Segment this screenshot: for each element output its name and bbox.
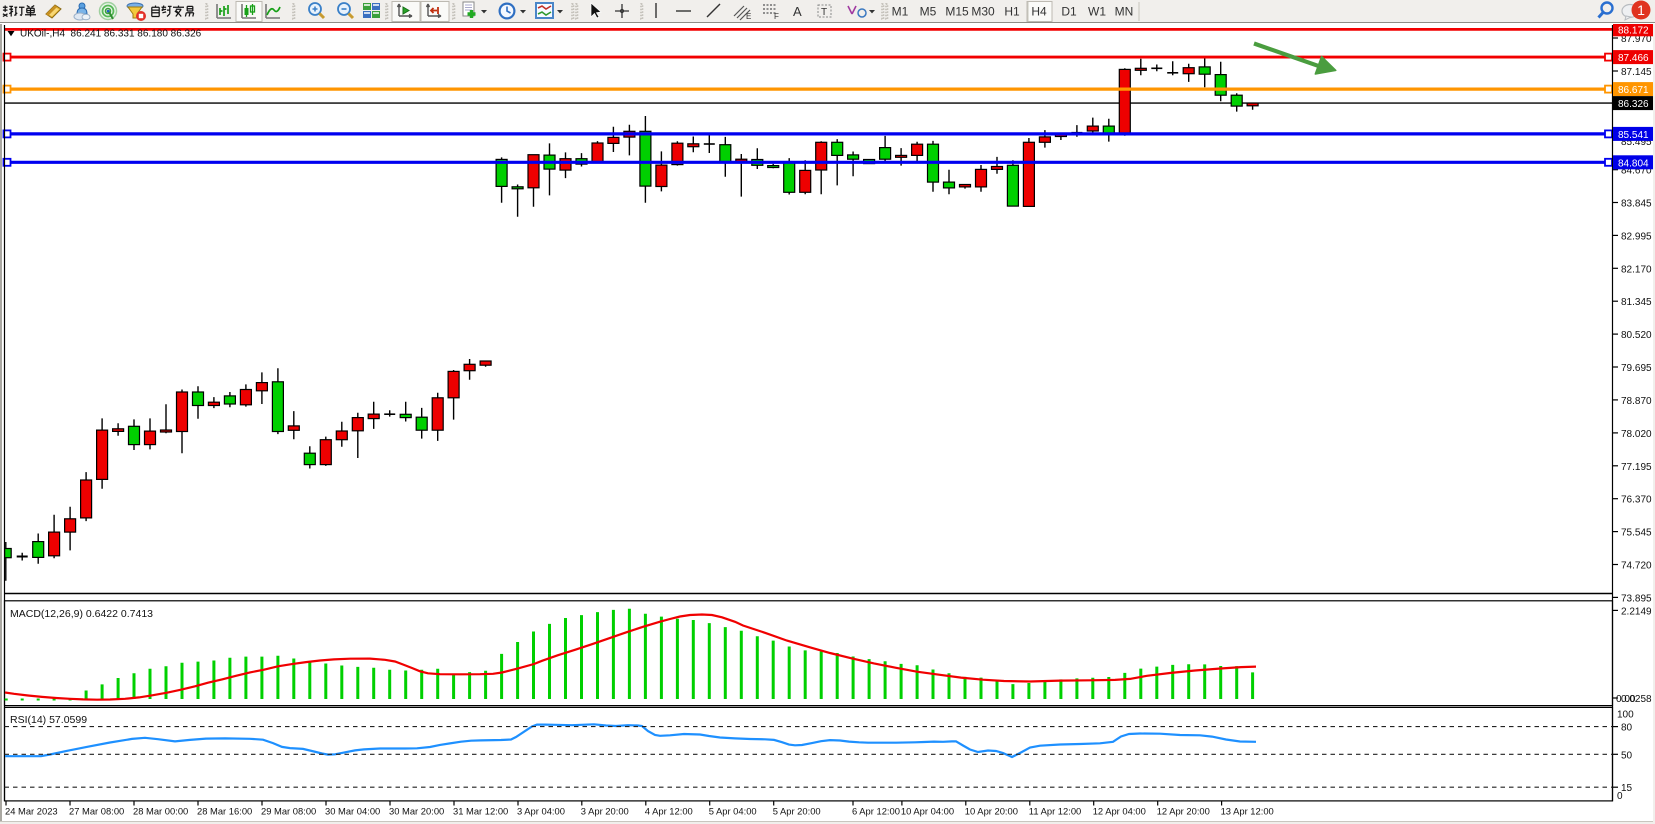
svg-text:F: F [774,12,779,21]
svg-text:0: 0 [1617,791,1623,802]
svg-text:87.970: 87.970 [1621,34,1652,45]
svg-text:30 Mar 04:00: 30 Mar 04:00 [325,806,380,817]
svg-text:10 Apr 20:00: 10 Apr 20:00 [965,806,1018,817]
svg-text:100: 100 [1617,710,1634,721]
svg-text:D1: D1 [1061,5,1077,19]
svg-text:11 Apr 12:00: 11 Apr 12:00 [1029,806,1081,817]
svg-text:74.720: 74.720 [1621,561,1652,572]
svg-text:3 Apr 20:00: 3 Apr 20:00 [581,806,629,817]
svg-text:84.804: 84.804 [1618,158,1649,169]
svg-text:12 Apr 20:00: 12 Apr 20:00 [1157,806,1210,817]
svg-text:87.466: 87.466 [1618,53,1649,64]
svg-text:77.195: 77.195 [1621,462,1652,473]
svg-text:84.670: 84.670 [1621,166,1652,177]
svg-text:80.520: 80.520 [1621,330,1652,341]
svg-text:3 Apr 04:00: 3 Apr 04:00 [517,806,565,817]
svg-text:MN: MN [1115,5,1134,19]
svg-text:H4: H4 [1031,5,1047,19]
svg-text:E: E [746,12,751,21]
svg-text:73.895: 73.895 [1621,593,1652,604]
svg-text:1: 1 [1637,2,1645,18]
svg-text:87.145: 87.145 [1621,67,1652,78]
svg-text:86.671: 86.671 [1618,85,1649,96]
svg-text:76.370: 76.370 [1621,495,1652,506]
svg-text:5 Apr 04:00: 5 Apr 04:00 [709,806,757,817]
svg-text:75.545: 75.545 [1621,528,1652,539]
svg-text:10 Apr 04:00: 10 Apr 04:00 [901,806,954,817]
svg-text:85.541: 85.541 [1618,130,1649,141]
svg-text:28 Mar 16:00: 28 Mar 16:00 [197,806,252,817]
svg-text:13 Apr 12:00: 13 Apr 12:00 [1221,806,1274,817]
svg-text:W1: W1 [1088,5,1106,19]
svg-text:MACD(12,26,9) 0.6422 0.7413: MACD(12,26,9) 0.6422 0.7413 [10,608,153,620]
svg-text:78.020: 78.020 [1621,429,1652,440]
svg-text:M30: M30 [971,5,995,19]
svg-text:31 Mar 12:00: 31 Mar 12:00 [453,806,508,817]
svg-text:81.345: 81.345 [1621,297,1652,308]
svg-text:80: 80 [1621,723,1633,734]
svg-text:88.172: 88.172 [1618,25,1649,36]
svg-text:0.00: 0.00 [1616,694,1636,705]
svg-text:82.995: 82.995 [1621,231,1652,242]
svg-text:UKOil-,H4 86.241 86.331 86.18: UKOil-,H4 86.241 86.331 86.180 86.326 [20,29,202,40]
svg-text:78.870: 78.870 [1621,396,1652,407]
svg-text:82.170: 82.170 [1621,264,1652,275]
svg-text:27 Mar 08:00: 27 Mar 08:00 [69,806,124,817]
svg-text:RSI(14) 57.0599: RSI(14) 57.0599 [10,714,87,726]
svg-text:4 Apr 12:00: 4 Apr 12:00 [645,806,693,817]
svg-text:6 Apr 12:00: 6 Apr 12:00 [852,806,900,817]
svg-text:2.2149: 2.2149 [1621,606,1652,617]
svg-text:30 Mar 20:00: 30 Mar 20:00 [389,806,444,817]
svg-text:T: T [821,7,827,18]
svg-text:A: A [793,4,802,19]
svg-text:0.0258: 0.0258 [1621,694,1652,705]
svg-text:M1: M1 [892,5,909,19]
svg-text:H1: H1 [1004,5,1020,19]
svg-text:M5: M5 [920,5,937,19]
svg-text:M15: M15 [945,5,969,19]
svg-text:79.695: 79.695 [1621,363,1652,374]
svg-text:15: 15 [1621,783,1633,794]
svg-text:24 Mar 2023: 24 Mar 2023 [5,806,58,817]
svg-text:86.326: 86.326 [1618,99,1649,110]
svg-text:50: 50 [1621,750,1633,761]
svg-text:85.495: 85.495 [1621,137,1652,148]
svg-text:28 Mar 00:00: 28 Mar 00:00 [133,806,188,817]
svg-text:12 Apr 04:00: 12 Apr 04:00 [1093,806,1146,817]
svg-text:5 Apr 20:00: 5 Apr 20:00 [773,806,821,817]
svg-text:83.845: 83.845 [1621,199,1652,210]
svg-text:29 Mar 08:00: 29 Mar 08:00 [261,806,316,817]
